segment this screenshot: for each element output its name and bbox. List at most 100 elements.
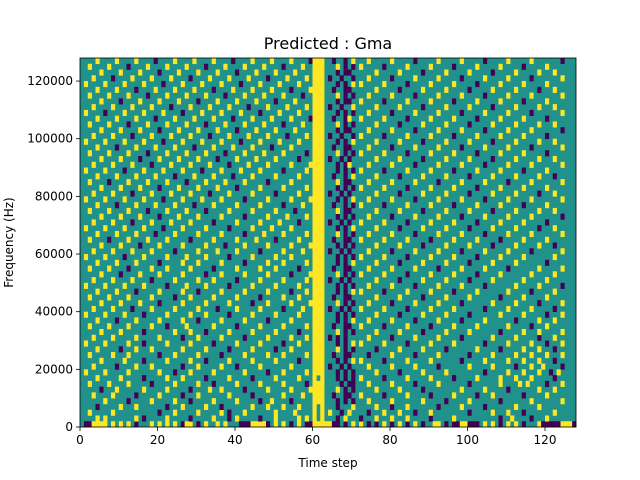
heatmap-cell <box>343 317 348 324</box>
heatmap-cell <box>312 63 317 70</box>
heatmap-cell <box>142 340 147 347</box>
heatmap-cell <box>351 242 356 249</box>
heatmap-cell <box>331 392 337 399</box>
heatmap-cell <box>347 144 352 151</box>
heatmap-cell <box>552 156 557 163</box>
heatmap-cell <box>114 173 120 180</box>
heatmap-cell <box>351 63 356 70</box>
heatmap-cell <box>335 288 340 295</box>
heatmap-cell <box>204 357 209 364</box>
heatmap-cell <box>320 69 325 76</box>
heatmap-cell <box>444 104 449 111</box>
heatmap-cell <box>514 421 519 428</box>
heatmap-cell <box>130 305 135 312</box>
heatmap-cell <box>297 219 302 226</box>
heatmap-cell <box>83 282 89 289</box>
heatmap-cell <box>142 311 147 318</box>
heatmap-cell <box>382 340 387 347</box>
heatmap-cell <box>188 132 193 140</box>
heatmap-cell <box>297 311 302 318</box>
heatmap-cell <box>421 294 426 301</box>
heatmap-cell <box>126 121 131 128</box>
heatmap-cell <box>231 144 236 151</box>
heatmap-cell <box>99 242 104 249</box>
heatmap-cell <box>343 127 348 134</box>
heatmap-cell <box>173 173 178 180</box>
heatmap-cell <box>490 334 495 341</box>
heatmap-cell <box>444 294 449 301</box>
heatmap-cell <box>277 138 282 145</box>
heatmap-cell <box>320 369 325 376</box>
heatmap-cell <box>145 179 151 186</box>
heatmap-cell <box>281 305 286 312</box>
y-tick-label: 60000 <box>35 247 73 261</box>
heatmap-cell <box>273 98 278 105</box>
heatmap-cell <box>444 190 449 197</box>
heatmap-cell <box>95 317 100 324</box>
heatmap-cell <box>467 352 472 359</box>
heatmap-cell <box>521 219 526 226</box>
heatmap-cell <box>219 259 224 266</box>
heatmap-cell <box>107 179 112 186</box>
heatmap-cell <box>366 161 371 168</box>
heatmap-cell <box>351 109 356 116</box>
heatmap-cell <box>316 346 321 353</box>
heatmap-cell <box>467 259 472 266</box>
heatmap-cell <box>258 398 263 405</box>
heatmap-cell <box>111 248 116 255</box>
heatmap-cell <box>428 167 433 174</box>
heatmap-cell <box>366 179 371 186</box>
heatmap-cell <box>250 375 255 382</box>
heatmap-cell <box>452 421 457 428</box>
heatmap-cell <box>204 179 209 186</box>
heatmap-cell <box>107 265 112 272</box>
heatmap-cell <box>545 167 550 174</box>
heatmap-cell <box>242 352 247 359</box>
heatmap-cell <box>463 421 468 428</box>
heatmap-cell <box>207 132 213 140</box>
heatmap-cell <box>529 363 534 370</box>
heatmap-cell <box>475 375 480 382</box>
heatmap-cell <box>312 161 317 168</box>
heatmap-cell <box>204 403 209 411</box>
heatmap-cell <box>111 75 116 82</box>
heatmap-cell <box>87 63 92 70</box>
heatmap-cell <box>266 196 271 203</box>
y-tick-label: 40000 <box>35 305 73 319</box>
heatmap-cell <box>312 398 317 405</box>
heatmap-cell <box>320 265 325 272</box>
heatmap-cell <box>316 328 321 336</box>
heatmap-cell <box>258 202 263 209</box>
heatmap-cell <box>142 109 147 116</box>
heatmap-cell <box>514 352 519 359</box>
heatmap-cell <box>343 398 348 405</box>
heatmap-cell <box>320 196 325 203</box>
heatmap-cell <box>316 392 321 399</box>
heatmap-cell <box>188 386 193 393</box>
heatmap-cell <box>320 415 325 422</box>
heatmap-cell <box>405 236 410 243</box>
heatmap-cell <box>142 357 147 364</box>
heatmap-cell <box>335 63 340 70</box>
heatmap-cell <box>498 63 503 70</box>
heatmap-cell <box>347 248 352 255</box>
heatmap-cell <box>258 421 263 428</box>
heatmap-cell <box>312 248 317 255</box>
heatmap-cell <box>273 409 278 416</box>
heatmap-cell <box>173 144 178 151</box>
heatmap-cell <box>483 92 488 99</box>
heatmap-cell <box>312 196 317 203</box>
heatmap-cell <box>537 403 542 411</box>
heatmap-cell <box>130 277 135 284</box>
heatmap-cell <box>266 300 271 307</box>
heatmap-cell <box>149 363 154 370</box>
heatmap-cell <box>227 392 232 399</box>
heatmap-cell <box>316 317 321 324</box>
heatmap-cell <box>304 369 309 376</box>
heatmap-cell <box>312 190 317 197</box>
heatmap-cell <box>467 104 472 111</box>
heatmap-cell <box>196 409 201 416</box>
heatmap-cell <box>343 415 348 422</box>
heatmap-cell <box>552 190 557 197</box>
heatmap-cell <box>242 121 247 128</box>
